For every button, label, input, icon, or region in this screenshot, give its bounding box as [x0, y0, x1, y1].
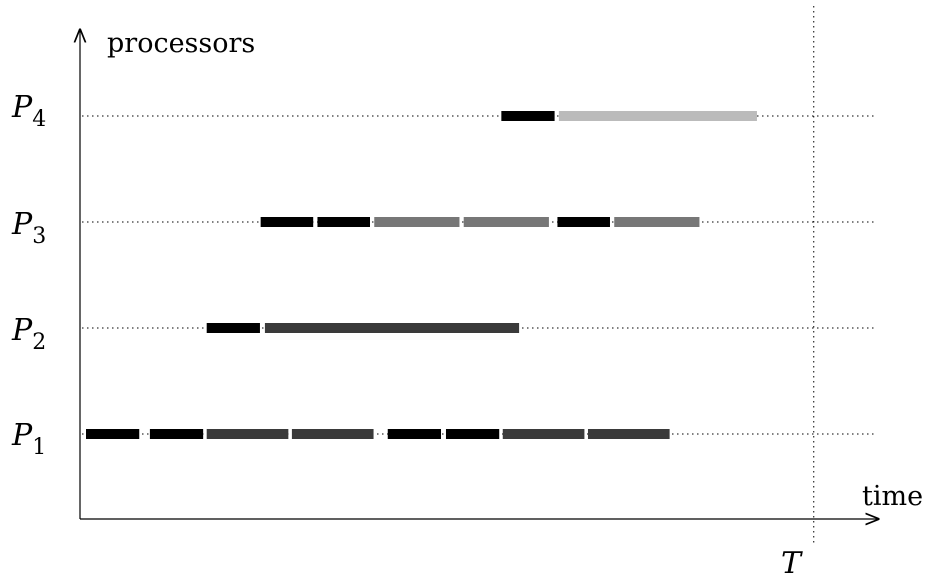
processor-label-name: P [11, 313, 33, 348]
processor-label-p1: P1 [11, 418, 46, 460]
task-bar-p3-12 [317, 217, 370, 227]
processor-label-name: P [11, 90, 33, 125]
processor-label-p2: P2 [11, 313, 46, 355]
processor-label-p4: P4 [11, 90, 46, 132]
task-bars [86, 111, 757, 439]
task-bar-p1-4 [291, 429, 374, 439]
processor-label-subscript: 1 [32, 435, 46, 460]
task-bar-p1-5 [387, 429, 441, 439]
processor-label-subscript: 4 [32, 107, 46, 132]
task-bar-p4-17 [501, 111, 555, 121]
task-bar-p3-15 [557, 217, 610, 227]
task-bar-p1-7 [502, 429, 585, 439]
task-bar-p3-14 [463, 217, 549, 227]
x-axis-label: time [862, 481, 923, 512]
task-bar-p3-11 [260, 217, 314, 227]
processor-label-name: P [11, 418, 33, 453]
task-bar-p1-8 [587, 429, 670, 439]
y-axis-label: processors [107, 28, 255, 59]
processor-guide-lines [82, 115, 876, 435]
processor-label-subscript: 2 [32, 330, 46, 355]
task-bar-p1-3 [206, 429, 289, 439]
task-bar-p2-9 [206, 323, 260, 333]
task-bar-p2-10 [264, 323, 520, 333]
task-bar-p3-16 [614, 217, 700, 227]
task-bar-p4-18 [558, 111, 757, 121]
task-bar-p1-2 [149, 429, 204, 439]
deadline-label: T [781, 546, 803, 577]
processor-label-p3: P3 [11, 207, 46, 249]
processor-label-name: P [11, 207, 33, 242]
task-bar-p3-13 [374, 217, 460, 227]
processor-label-subscript: 3 [32, 224, 46, 249]
task-bar-p1-6 [445, 429, 500, 439]
task-bar-p1-1 [86, 429, 140, 439]
